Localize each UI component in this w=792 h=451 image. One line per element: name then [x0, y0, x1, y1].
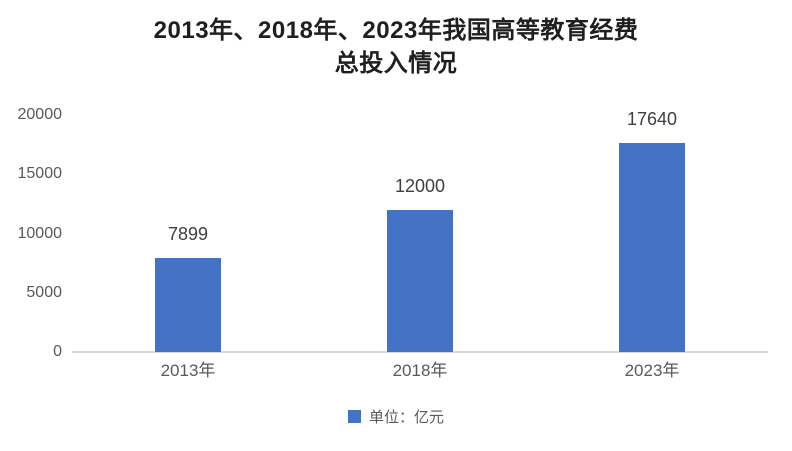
data-label-2013年: 7899: [167, 224, 209, 245]
chart-title-line-2: 总投入情况: [334, 50, 458, 77]
y-tick-label: 0: [53, 343, 62, 360]
plot-area: 7899 12000 17640: [72, 109, 768, 352]
y-tick-label: 10000: [17, 224, 63, 242]
x-label-2023年: 2023年: [624, 361, 680, 380]
legend-swatch-icon: [347, 410, 361, 423]
x-axis-line: [72, 351, 768, 353]
legend-label: 单位：亿元: [368, 409, 444, 426]
y-tick-label: 15000: [17, 165, 63, 183]
data-label-2023年: 17640: [626, 108, 678, 129]
y-tick-label: 5000: [26, 283, 62, 301]
y-axis: 0 5000 10000 15000 20000: [0, 0, 63, 451]
x-label-2013年: 2013年: [160, 361, 216, 380]
chart-title: 2013年、2018年、2023年我国高等教育经费 总投入情况: [0, 14, 792, 80]
bar-2023年: [619, 142, 685, 352]
bar-2018年: [387, 209, 453, 352]
y-tick-label: 20000: [17, 106, 63, 123]
data-label-2018年: 12000: [394, 175, 446, 196]
legend: 单位：亿元: [0, 406, 792, 427]
chart-title-line-1: 2013年、2018年、2023年我国高等教育经费: [153, 17, 639, 44]
bar-2013年: [155, 258, 221, 352]
x-label-2018年: 2018年: [392, 361, 448, 380]
